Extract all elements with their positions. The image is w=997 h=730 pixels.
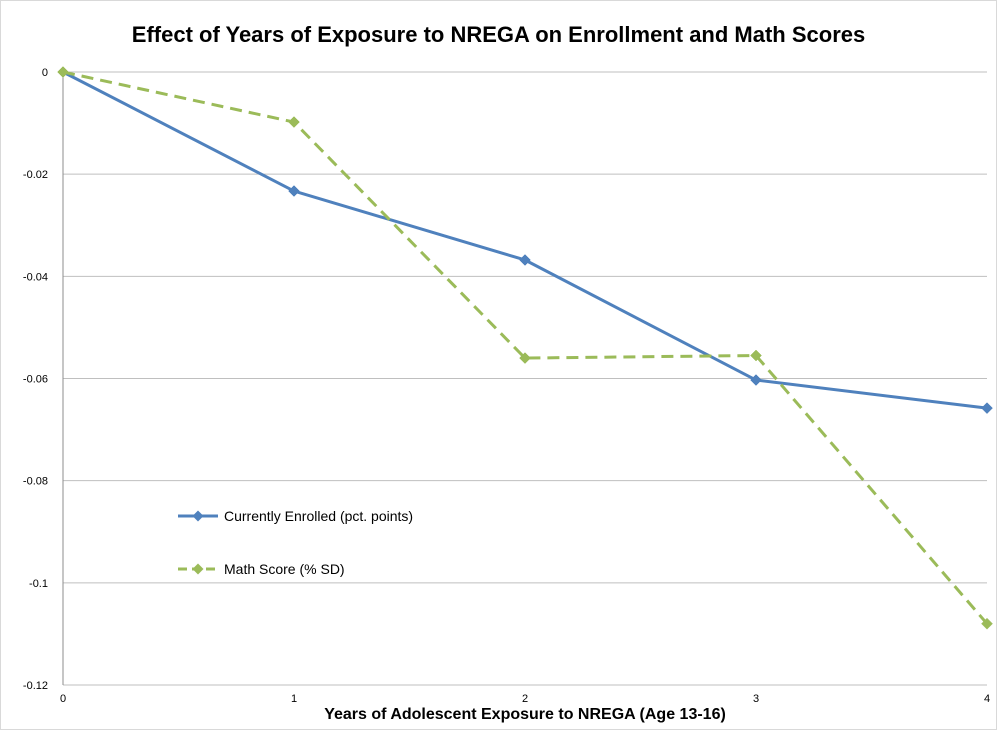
series-1-point	[519, 254, 531, 266]
legend-marker-1	[192, 510, 204, 522]
y-tick-label: -0.02	[23, 169, 48, 181]
series-2-point	[750, 349, 762, 362]
chart-title: Effect of Years of Exposure to NREGA on …	[131, 22, 866, 47]
y-tick-label: -0.04	[23, 271, 48, 283]
x-axis-title: Years of Adolescent Exposure to NREGA (A…	[324, 706, 726, 723]
x-tick-label: 3	[753, 693, 759, 705]
series-2-point	[57, 66, 69, 78]
series-1-point	[981, 402, 993, 414]
legend-marker-2	[192, 563, 204, 575]
series-2-point	[288, 116, 300, 128]
x-tick-label: 4	[984, 693, 990, 705]
y-tick-label: 0	[42, 67, 48, 79]
legend-label-2: Math Score (% SD)	[224, 561, 345, 577]
series-2-point	[519, 352, 531, 364]
x-tick-label: 0	[60, 693, 66, 705]
series-2-point	[981, 617, 993, 630]
series-line-2	[62, 70, 989, 625]
y-tick-label: -0.08	[23, 476, 48, 488]
y-tick-label: -0.12	[23, 680, 48, 692]
legend-label-1: Currently Enrolled (pct. points)	[224, 508, 413, 524]
y-tick-label: -0.06	[23, 374, 48, 386]
y-tick-label: -0.1	[29, 578, 48, 590]
x-tick-label: 1	[291, 693, 297, 705]
x-tick-label: 2	[522, 693, 528, 705]
series-1-point	[288, 185, 300, 197]
series-1-point	[750, 374, 762, 386]
